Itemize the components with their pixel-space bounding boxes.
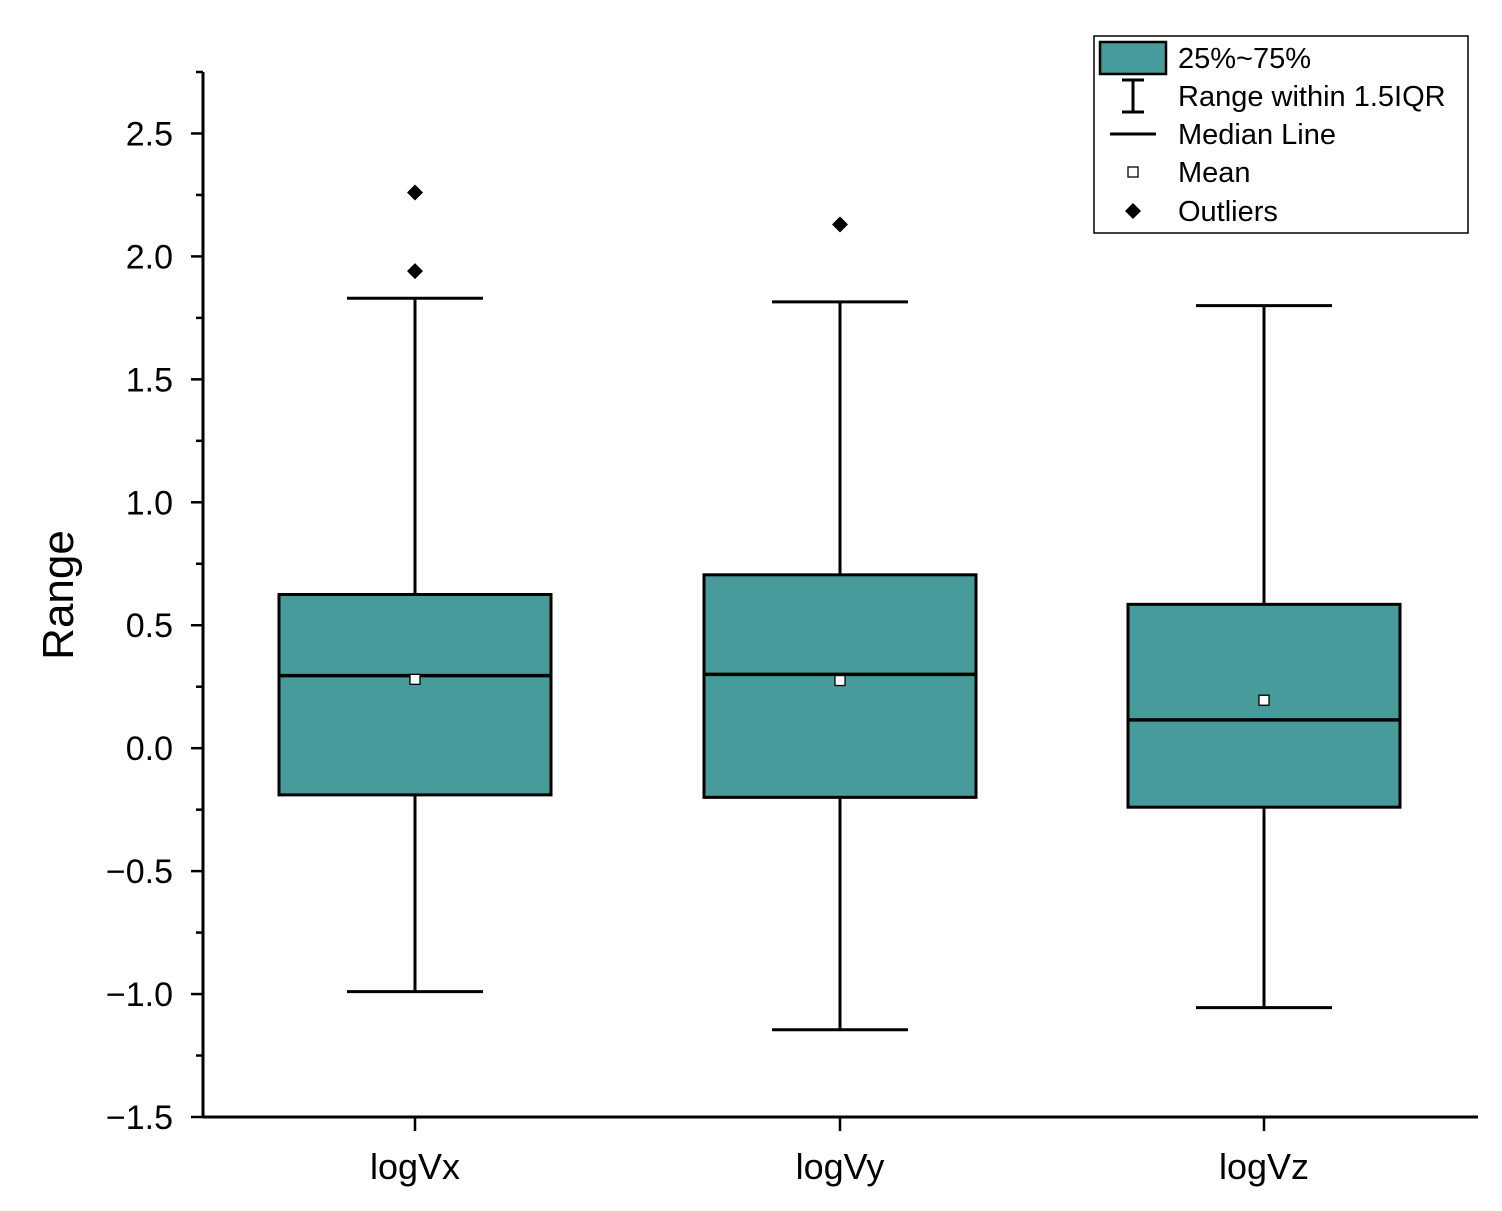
x-ticks: logVx logVy logVz [370, 1117, 1309, 1187]
legend-label: Range within 1.5IQR [1178, 81, 1446, 113]
box-logVz [1126, 304, 1402, 1010]
iqr-box [702, 573, 978, 799]
legend-box-swatch [1098, 40, 1168, 76]
x-tick-label: logVx [370, 1146, 460, 1187]
y-ticks: −1.5 −1.0 −0.5 0.0 0.5 1.0 1.5 2.0 2.5 [106, 70, 203, 1137]
outlier-marker [832, 216, 848, 233]
y-axis-label: Range [34, 530, 83, 660]
y-tick-label: −0.5 [106, 853, 173, 891]
legend-label: Outliers [1178, 196, 1278, 228]
x-tick-label: logVz [1219, 1146, 1309, 1187]
mean-marker [409, 673, 421, 685]
legend-label: Median Line [1178, 119, 1336, 151]
legend-outlier-marker [1125, 203, 1141, 219]
legend-label: Mean [1178, 157, 1251, 189]
y-tick-label: 1.0 [126, 484, 173, 522]
y-tick-label: −1.5 [106, 1099, 173, 1137]
y-tick-label: 2.0 [126, 238, 173, 276]
x-tick-label: logVy [796, 1146, 885, 1187]
y-tick-label: 0.5 [126, 607, 173, 645]
mean-marker [1258, 694, 1270, 706]
legend: 25%~75% Range within 1.5IQR Median Line Mea… [1093, 35, 1469, 234]
legend-mean-marker [1127, 166, 1139, 178]
mean-marker [834, 674, 846, 687]
legend-label: 25%~75% [1178, 43, 1311, 75]
y-tick-label: −1.0 [106, 976, 173, 1014]
outlier-marker [407, 184, 423, 201]
plot-area [277, 184, 1402, 1032]
box-logVy [702, 216, 978, 1032]
iqr-box [277, 593, 553, 797]
box-logVx [277, 184, 553, 994]
y-tick-label: 1.5 [126, 361, 173, 399]
outlier-marker [407, 263, 423, 280]
y-tick-label: 0.0 [126, 730, 173, 768]
y-tick-label: 2.5 [126, 115, 173, 153]
